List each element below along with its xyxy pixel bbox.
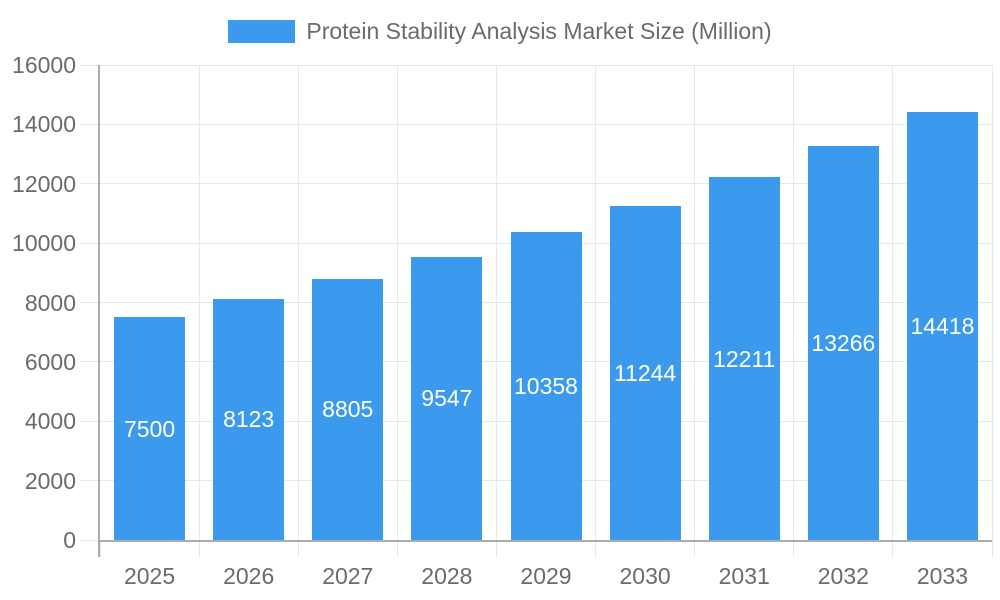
y-axis-line bbox=[98, 65, 100, 557]
x-axis-tick bbox=[396, 540, 398, 557]
y-axis-label: 16000 bbox=[12, 52, 76, 78]
x-axis-tick bbox=[793, 540, 795, 557]
x-axis-line bbox=[100, 540, 992, 542]
y-axis-label: 10000 bbox=[12, 230, 76, 257]
bar-2030[interactable] bbox=[609, 206, 681, 540]
x-axis-label-2033: 2033 bbox=[916, 563, 969, 589]
gridline-vertical bbox=[694, 65, 696, 540]
x-axis-label-2031: 2031 bbox=[718, 563, 770, 589]
bar-value-label-2033: 14418 bbox=[910, 312, 975, 339]
x-axis-tick bbox=[99, 540, 101, 557]
y-axis-tick bbox=[80, 302, 100, 303]
x-axis-tick bbox=[198, 540, 200, 557]
bar-value-label-2026: 8123 bbox=[223, 406, 275, 433]
bar-value-label-2029: 10358 bbox=[514, 373, 578, 400]
y-axis-tick bbox=[80, 123, 100, 125]
x-axis-tick bbox=[495, 540, 497, 557]
bar-value-label-2030: 11244 bbox=[613, 360, 677, 387]
x-axis-tick bbox=[991, 540, 993, 557]
x-axis-label-2032: 2032 bbox=[817, 563, 869, 589]
x-axis-label-2029: 2029 bbox=[520, 563, 572, 589]
y-axis-tick bbox=[80, 242, 100, 244]
legend-label: Protein Stability Analysis Market Size (… bbox=[306, 17, 772, 44]
gridline-vertical bbox=[595, 65, 597, 540]
bar-2025[interactable] bbox=[114, 317, 186, 540]
y-axis-label: 8000 bbox=[24, 289, 76, 316]
x-axis-label-2025: 2025 bbox=[123, 563, 176, 589]
gridline-vertical bbox=[396, 65, 398, 540]
bar-2029[interactable] bbox=[510, 232, 582, 540]
bar-2026[interactable] bbox=[213, 298, 285, 540]
x-axis-label-2028: 2028 bbox=[421, 563, 473, 589]
legend[interactable]: Protein Stability Analysis Market Size (… bbox=[0, 17, 1000, 45]
bar-value-label-2025: 7500 bbox=[123, 415, 176, 442]
x-axis-tick bbox=[595, 540, 597, 557]
x-axis-label-2027: 2027 bbox=[322, 563, 374, 589]
x-axis-tick bbox=[297, 540, 299, 557]
x-axis-label-2026: 2026 bbox=[223, 563, 275, 589]
y-axis-tick bbox=[80, 480, 100, 482]
x-axis-label-2030: 2030 bbox=[619, 563, 671, 589]
legend-swatch bbox=[228, 19, 296, 43]
y-axis-tick bbox=[80, 183, 100, 185]
gridline-horizontal bbox=[100, 183, 992, 185]
gridline-vertical bbox=[892, 65, 894, 540]
y-axis-label: 2000 bbox=[24, 467, 76, 494]
bar-2033[interactable] bbox=[906, 111, 978, 540]
bar-2027[interactable] bbox=[312, 278, 384, 540]
bar-2032[interactable] bbox=[807, 146, 879, 540]
gridline-vertical bbox=[198, 65, 200, 540]
y-axis-label: 0 bbox=[63, 527, 76, 553]
bar-2031[interactable] bbox=[708, 177, 780, 540]
gridline-vertical bbox=[793, 65, 795, 540]
y-axis-label: 14000 bbox=[12, 111, 76, 138]
y-axis-label: 12000 bbox=[12, 170, 76, 197]
y-axis-tick bbox=[80, 361, 100, 363]
gridline-vertical bbox=[991, 65, 993, 540]
y-axis-label: 6000 bbox=[24, 348, 76, 375]
bar-value-label-2028: 9547 bbox=[421, 385, 473, 412]
y-axis-label: 4000 bbox=[24, 408, 76, 435]
y-axis-tick bbox=[80, 64, 100, 66]
y-axis-tick bbox=[80, 420, 100, 422]
gridline-vertical bbox=[495, 65, 497, 540]
gridline-vertical bbox=[297, 65, 299, 540]
y-axis-tick bbox=[80, 539, 100, 541]
bar-value-label-2027: 8805 bbox=[322, 396, 374, 423]
bar-value-label-2031: 12211 bbox=[713, 345, 776, 372]
bar-value-label-2032: 13266 bbox=[811, 330, 876, 357]
x-axis-tick bbox=[892, 540, 894, 557]
bar-2028[interactable] bbox=[411, 256, 483, 540]
gridline-horizontal bbox=[100, 123, 992, 125]
x-axis-tick bbox=[694, 540, 696, 557]
gridline-horizontal bbox=[100, 64, 992, 66]
